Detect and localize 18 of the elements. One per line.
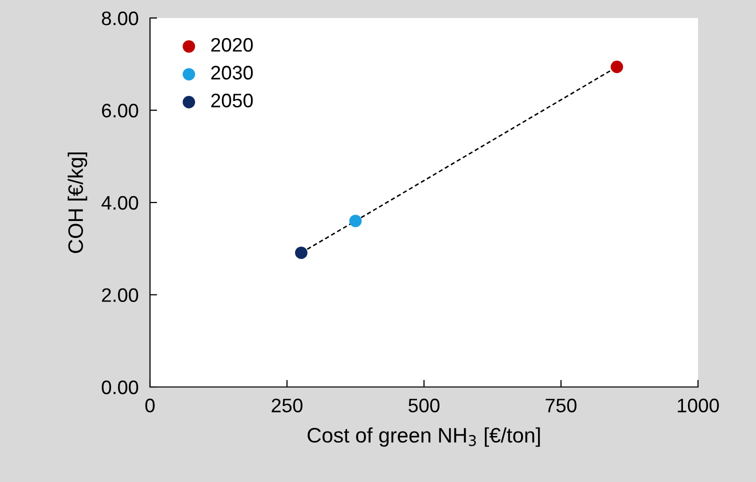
y-axis-title: COH [€/kg] xyxy=(68,152,88,253)
y-tick-label: 6.00 xyxy=(102,104,138,118)
x-tick-label: 1000 xyxy=(678,398,719,412)
legend-label: 2050 xyxy=(211,94,253,108)
legend-label: 2030 xyxy=(211,66,253,80)
y-tick-label: 4.00 xyxy=(101,196,138,210)
point xyxy=(349,214,362,228)
y-tick-label: 0.00 xyxy=(102,380,138,394)
x-tick-label: 0 xyxy=(145,398,155,412)
x-tick-label: 750 xyxy=(546,398,576,412)
point xyxy=(610,60,624,74)
y-tick-label: 2.00 xyxy=(102,288,138,302)
x-tick-label: 500 xyxy=(408,398,440,412)
x-axis-title: Cost of green NH$_{3}$ [€/ton] xyxy=(308,427,540,447)
y-tick-label: 8.00 xyxy=(102,11,138,26)
x-tick-label: 250 xyxy=(272,398,302,412)
point xyxy=(295,246,308,259)
legend-label: 2020 xyxy=(211,38,253,52)
